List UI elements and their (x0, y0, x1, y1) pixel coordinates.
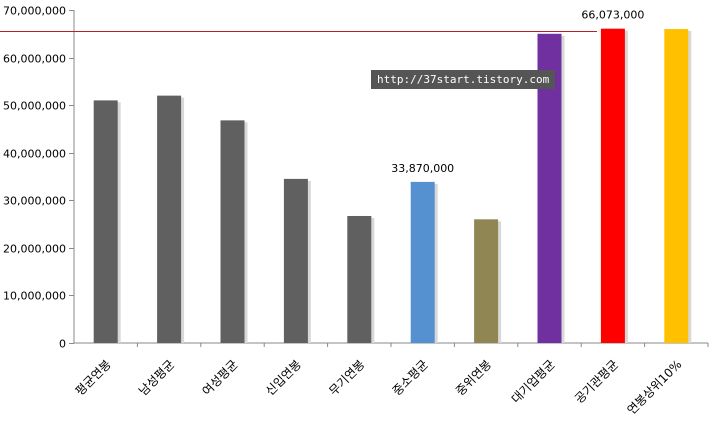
watermark-label: http://37start.tistory.com (371, 70, 556, 89)
y-tick-label: 10,000,000 (3, 290, 66, 303)
y-tick-label: 60,000,000 (3, 53, 66, 66)
bar (157, 95, 182, 343)
bar (283, 178, 308, 343)
bar (474, 219, 499, 343)
x-tick-label: 연봉상위10% (624, 357, 684, 417)
data-label: 66,073,000 (581, 9, 644, 22)
y-tick-label: 0 (59, 338, 66, 351)
x-tick-label: 공기관평균 (572, 357, 621, 406)
bar (93, 100, 118, 343)
x-tick-label: 평균연봉 (73, 357, 114, 398)
y-tick-label: 40,000,000 (3, 148, 66, 161)
x-tick-label: 남성평균 (136, 357, 177, 398)
x-tick-label: 여성평균 (199, 357, 240, 398)
bar (600, 28, 625, 343)
y-tick-label: 50,000,000 (3, 100, 66, 113)
bar (220, 120, 245, 343)
x-tick-label: 중위연봉 (453, 357, 494, 398)
y-tick-label: 20,000,000 (3, 243, 66, 256)
data-label: 33,870,000 (391, 162, 454, 175)
x-tick-label: 대기업평균 (509, 357, 558, 406)
y-tick-label: 30,000,000 (3, 195, 66, 208)
x-tick-label: 중소평균 (390, 357, 431, 398)
x-tick-label: 신입연봉 (263, 357, 304, 398)
x-tick-label: 무기연봉 (326, 357, 367, 398)
bar (664, 29, 689, 344)
bar (410, 181, 435, 343)
bar (347, 215, 372, 343)
y-tick-label: 70,000,000 (3, 5, 66, 18)
